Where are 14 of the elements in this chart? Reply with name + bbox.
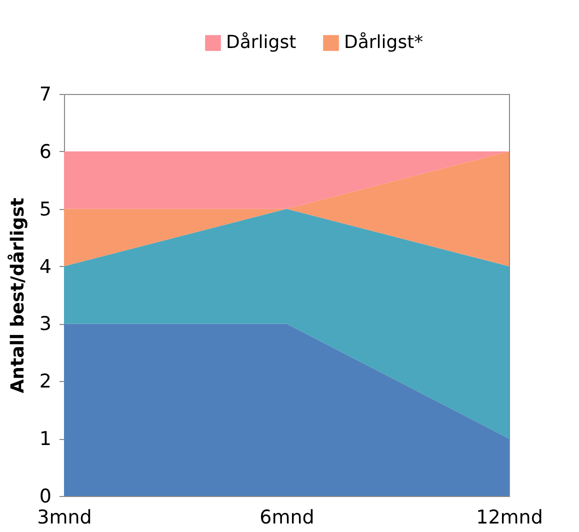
y-tick-label: 5 (39, 198, 52, 220)
x-tick-label: 3mnd (37, 506, 92, 528)
y-tick-label: 3 (39, 313, 52, 336)
y-tick-label: 4 (39, 256, 52, 278)
y-tick-label: 6 (39, 140, 52, 163)
y-tick-label: 2 (39, 370, 52, 393)
y-tick-label: 7 (39, 84, 52, 106)
x-tick-label: 6mnd (260, 506, 314, 528)
y-axis-title: Antall best/dårligst (7, 197, 28, 394)
legend-label: Dårligst (226, 32, 296, 53)
y-tick-label: 0 (39, 486, 52, 508)
x-tick-label: 12mnd (476, 506, 543, 528)
legend-label: Dårligst* (344, 32, 424, 53)
y-tick-label: 1 (39, 428, 52, 450)
